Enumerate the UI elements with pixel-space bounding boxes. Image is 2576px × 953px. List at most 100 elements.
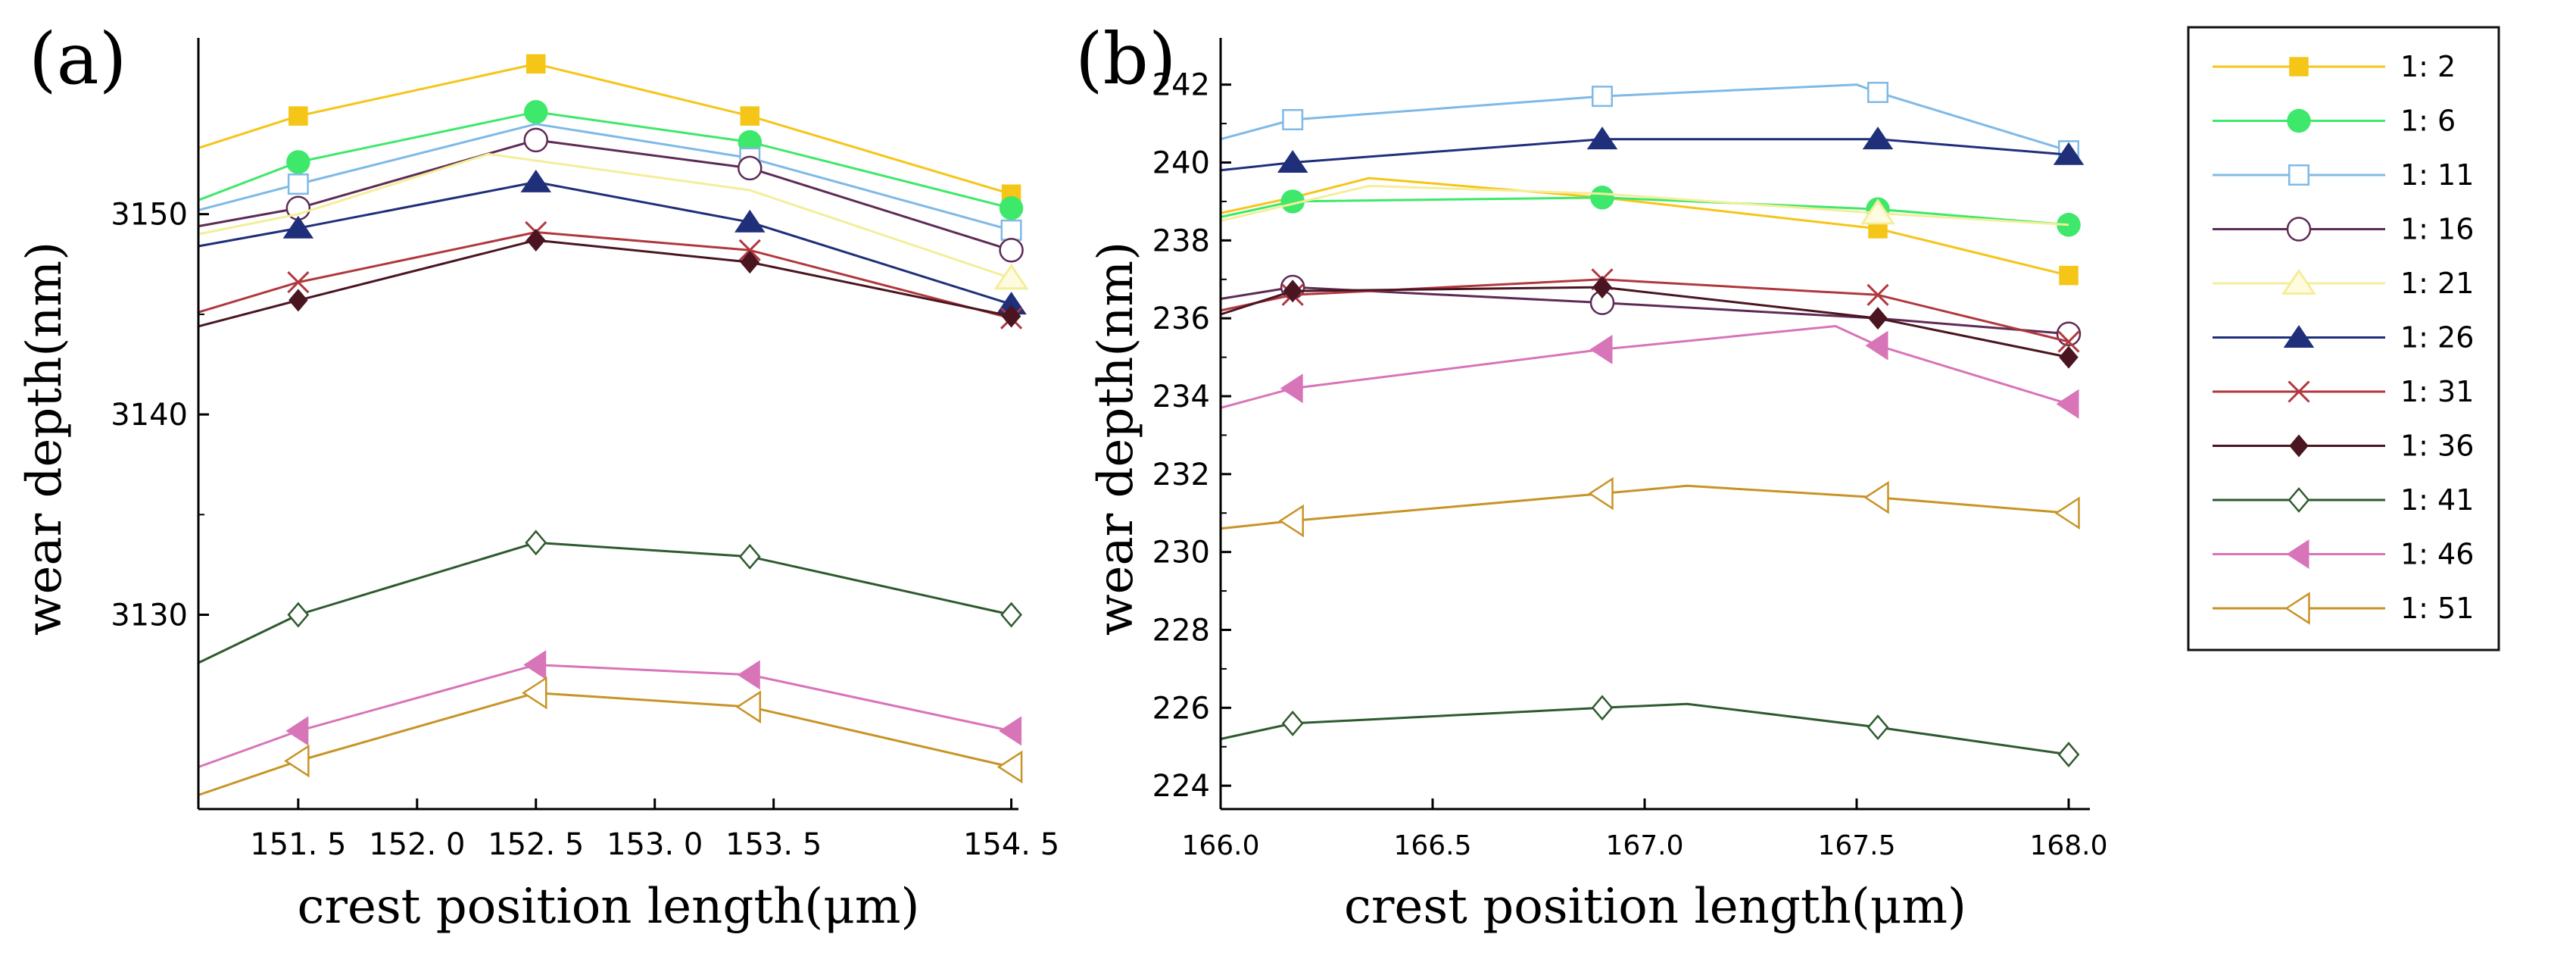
legend-item-1-21: 1: 21 — [2213, 267, 2474, 300]
panel-a-x-tick-label-2: 152. 0 — [369, 827, 465, 862]
legend-marker-1-46 — [2286, 539, 2309, 569]
legend-marker-1-31 — [2288, 380, 2310, 403]
panel-b-marker-1-31-3 — [1867, 283, 1889, 306]
panel-a-marker-1-46-1 — [285, 716, 309, 746]
panel-a-x-tick-label-1: 151. 5 — [250, 827, 346, 862]
panel-b-y-tick-label-6: 234 — [1152, 380, 1210, 414]
panel-b-marker-1-51-1 — [1278, 504, 1304, 538]
panel-a-y-axis-title: wear depth(nm) — [17, 242, 73, 636]
panel-b-series-1-26 — [1220, 127, 2085, 173]
panel-a-marker-1-51-1 — [284, 744, 310, 778]
panel-a-marker-1-41-2 — [525, 530, 547, 556]
panel-a-marker-1-46-4 — [999, 716, 1022, 746]
panel-b-line-1-41 — [1220, 702, 2069, 756]
panel-b-series-1-11 — [1220, 81, 2079, 162]
legend-marker-1-16 — [2286, 217, 2312, 242]
legend-label-1-51: 1: 51 — [2400, 592, 2474, 625]
panel-b-y-tick-label-1: 224 — [1152, 769, 1210, 804]
panel-b-series-1-41 — [1220, 695, 2080, 767]
panel-a-series-1-36 — [198, 229, 1021, 328]
panel-b-label: (b) — [1075, 18, 1177, 101]
panel-a-marker-1-46-3 — [737, 660, 760, 690]
panel-b-marker-1-26-3 — [1862, 127, 1894, 150]
panel-a-marker-1-26-4 — [996, 292, 1027, 315]
legend-item-1-6: 1: 6 — [2213, 105, 2456, 138]
panel-a-x-tick-label-3: 152. 5 — [488, 827, 584, 862]
legend-item-1-41: 1: 41 — [2213, 483, 2474, 517]
panel-a-series-1-2 — [198, 54, 1021, 204]
panel-a-series-1-21 — [198, 152, 1029, 290]
panel-b-marker-1-26-2 — [1586, 127, 1618, 150]
panel-a-x-tick-label-4: 153. 0 — [607, 827, 703, 862]
panel-a-marker-1-51-4 — [996, 750, 1023, 784]
panel-a-line-1-11 — [198, 123, 1012, 232]
panel-a-series-1-16 — [198, 127, 1024, 263]
panel-b-line-1-2 — [1220, 177, 2069, 277]
panel-b-x-tick-label-1: 166.0 — [1181, 830, 1259, 861]
panel-b-marker-1-41-4 — [2057, 742, 2080, 767]
panel-b-marker-1-46-1 — [1280, 373, 1303, 404]
panel-a-marker-1-16-4 — [999, 238, 1024, 263]
panel-a-marker-1-26-3 — [734, 209, 766, 233]
panel-b-marker-1-41-2 — [1591, 695, 1614, 721]
panel-a-series-1-26 — [198, 169, 1027, 315]
panel-b-marker-1-6-2 — [1590, 186, 1614, 210]
legend-marker-1-26 — [2283, 325, 2315, 348]
panel-b-marker-1-51-2 — [1588, 476, 1614, 511]
panel-b-marker-1-11-3 — [1867, 81, 1888, 103]
legend-item-1-46: 1: 46 — [2213, 538, 2474, 571]
legend-label-1-11: 1: 11 — [2400, 158, 2474, 192]
legend-label-1-41: 1: 41 — [2400, 483, 2474, 517]
panel-b-marker-1-46-3 — [1865, 330, 1888, 361]
panel-b-marker-1-41-3 — [1867, 714, 1889, 740]
panel-b-y-tick-label-4: 230 — [1152, 536, 1210, 570]
panel-b-series-1-21 — [1220, 184, 2069, 227]
legend-label-1-6: 1: 6 — [2400, 105, 2456, 138]
panel-b-marker-1-2-2 — [2059, 265, 2079, 286]
panel-a-marker-1-11-3 — [1000, 219, 1022, 241]
legend-marker-1-41 — [2288, 487, 2310, 513]
legend-item-1-26: 1: 26 — [2213, 321, 2474, 355]
legend-marker-1-51 — [2284, 592, 2310, 625]
panel-a-marker-1-16-3 — [738, 155, 763, 181]
panel-b-y-tick-label-7: 236 — [1152, 302, 1210, 336]
panel-a-marker-1-51-2 — [521, 676, 547, 710]
panel-b-marker-1-46-4 — [2056, 389, 2079, 419]
panel-b-series-1-46 — [1220, 325, 2079, 419]
panel-a-marker-1-2-1 — [288, 106, 308, 126]
panel-a-y-tick-label-2: 3140 — [111, 398, 188, 433]
panel-a-marker-1-2-3 — [740, 106, 760, 126]
panel-b-marker-1-51-3 — [1863, 480, 1889, 514]
legend-label-1-46: 1: 46 — [2400, 538, 2474, 571]
panel-b-series-1-16 — [1220, 274, 2082, 346]
panel-b-line-1-11 — [1220, 83, 2069, 152]
legend-label-1-36: 1: 36 — [2400, 430, 2474, 463]
panel-b-marker-1-36-4 — [2059, 345, 2079, 369]
legend-marker-1-21 — [2281, 268, 2317, 295]
panel-a-marker-1-51-3 — [735, 690, 762, 723]
legend-item-1-16: 1: 16 — [2213, 213, 2474, 246]
legend-label-1-21: 1: 21 — [2400, 267, 2474, 300]
panel-a-marker-1-6-1 — [286, 150, 310, 174]
panel-b-marker-1-11-2 — [1592, 86, 1613, 108]
legend-item-1-31: 1: 31 — [2213, 375, 2474, 408]
panel-b-x-tick-label-4: 167.5 — [1817, 830, 1895, 861]
panel-b-line-1-46 — [1220, 325, 2069, 409]
panel-b-y-tick-label-2: 226 — [1152, 691, 1210, 726]
panel-b-marker-1-31-4 — [2057, 330, 2080, 353]
panel-a-y-tick-label-1: 3130 — [111, 598, 188, 633]
panel-a-series-1-46 — [198, 650, 1022, 768]
panel-a-series-1-41 — [198, 530, 1022, 664]
panel-a-x-axis-title: crest position length(μm) — [298, 879, 920, 935]
panel-a-marker-1-41-3 — [738, 543, 761, 570]
panel-a-marker-1-2-2 — [526, 54, 546, 74]
panel-b-series-1-2 — [1220, 177, 2079, 286]
panel-b-marker-1-41-1 — [1281, 710, 1304, 736]
panel-a-marker-1-6-4 — [999, 196, 1024, 220]
panel-b-marker-1-11-1 — [1282, 108, 1304, 130]
panel-b-chart: (b) 224 226 228 230 232 234 236 238 240 242 166.0 1… — [1075, 18, 2108, 935]
panel-b-y-tick-label-10: 242 — [1152, 68, 1210, 103]
panel-b-y-tick-label-9: 240 — [1152, 146, 1210, 181]
panel-b-y-tick-label-3: 228 — [1152, 613, 1210, 648]
panel-a-label: (a) — [29, 18, 126, 101]
